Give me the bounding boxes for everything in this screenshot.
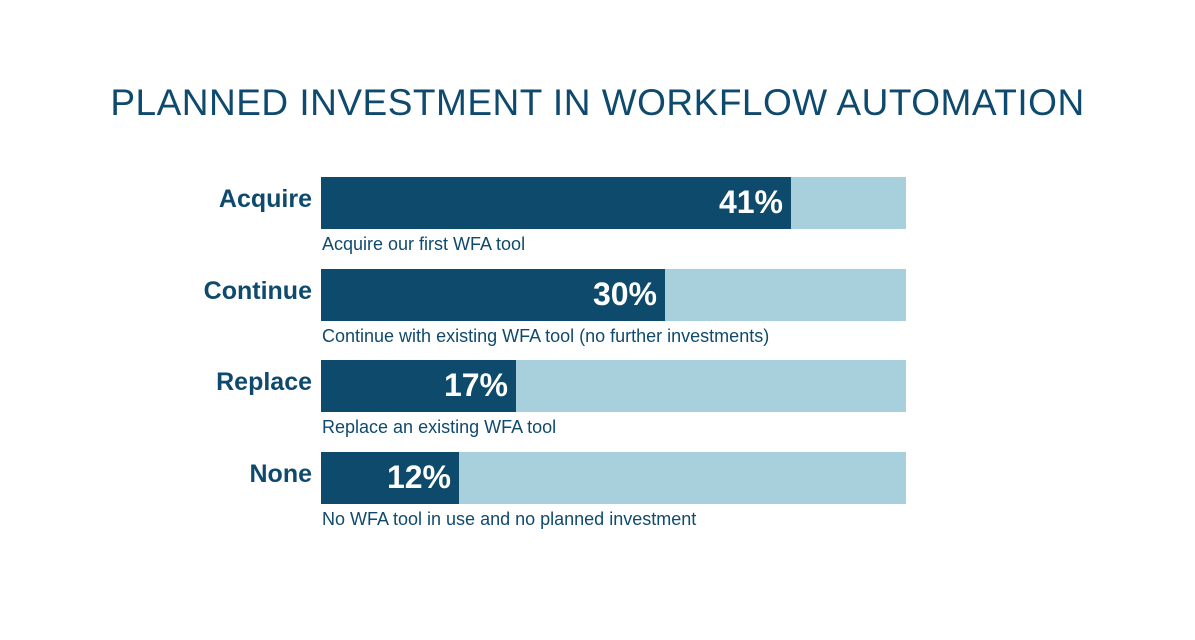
bar-row-acquire: Acquire 41% Acquire our first WFA tool [0,177,1195,267]
bar-track-none: 12% [321,452,906,505]
bar-acquire: 41% [321,177,791,229]
chart-title: PLANNED INVESTMENT IN WORKFLOW AUTOMATIO… [110,82,1085,123]
bar-row-replace: Replace 17% Replace an existing WFA tool [0,360,1195,450]
description-replace: Replace an existing WFA tool [322,417,557,438]
bar-track-continue: 30% [321,268,906,321]
description-acquire: Acquire our first WFA tool [322,234,526,254]
category-label-none: None [249,460,313,489]
description-none: No WFA tool in use and no planned invest… [322,509,697,530]
description-continue: Continue with existing WFA tool (no furt… [322,325,770,346]
category-label-replace: Replace [216,368,312,397]
category-label-acquire: Acquire [218,185,312,213]
bar-track-replace: 17% [321,360,906,413]
bar-continue: 30% [321,268,665,321]
value-label-continue: 30% [592,275,657,312]
value-label-replace: 17% [443,367,508,404]
bar-replace: 17% [321,360,516,413]
value-label-none: 12% [386,459,451,496]
bar-row-continue: Continue 30% Continue with existing WFA … [0,268,1195,359]
category-label-continue: Continue [203,276,312,305]
bar-none: 12% [321,452,459,505]
bar-row-none: None 12% No WFA tool in use and no plann… [0,452,1195,542]
bar-track-acquire: 41% [321,177,906,229]
value-label-acquire: 41% [718,184,783,220]
